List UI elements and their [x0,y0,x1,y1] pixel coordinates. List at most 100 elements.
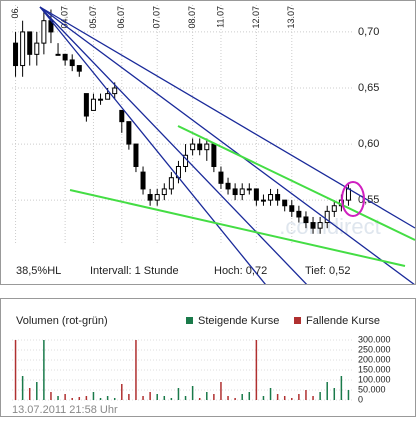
trend-lines [39,6,416,284]
volume-title: Volumen (rot-grün) [16,315,108,327]
candle-body [289,205,295,212]
x-tick-label: 04.07 [60,6,70,29]
y-tick-label: 0,70 [358,26,379,38]
volume-bar [283,396,286,400]
volume-bar [269,388,272,400]
watermark: .comdirect [279,214,380,239]
legend-swatch [186,317,193,324]
volume-bar [170,398,173,400]
trend-line [39,6,416,229]
volume-bar [85,396,88,400]
volume-bar [213,394,215,400]
candle-body [90,98,96,111]
trend-line [39,6,308,284]
candle-body [324,210,330,224]
candle-body [239,188,245,196]
legend-label: Fallende Kurse [306,315,380,327]
volume-bar [64,394,66,400]
price-plot: 0,700,650,600,5506.04.0705.0706.0707.070… [10,5,379,245]
candle-body [310,222,316,229]
candle-body [34,42,40,55]
candle-body [218,171,224,184]
volume-bar [305,390,307,400]
candle-body [13,42,19,67]
candle-body [303,216,309,224]
candle-body [268,194,274,201]
annotation: 38,5%HL [16,265,61,277]
candle-body [275,194,281,201]
volume-bar [57,396,59,400]
candle-body [119,109,125,123]
candle-body [211,143,217,167]
candle-body [69,59,75,67]
volume-bar [14,340,17,400]
candle-body [105,93,111,100]
y-tick-label: 0,60 [358,138,379,150]
volume-bar [142,396,144,400]
legend-swatch [294,317,301,324]
candle-body [98,98,104,101]
volume-bar [333,388,336,400]
volume-bar [106,396,109,400]
volume-bar [184,396,187,400]
volume-bar [21,376,24,400]
candle-body [154,194,160,201]
volume-bar [248,392,251,400]
volume-panel [0,298,416,417]
volume-bar [241,394,243,400]
candle-body [76,65,82,72]
x-tick-label: 11.07 [215,6,225,28]
volume-bar [113,398,116,400]
y-tick-label: 50.000 [358,384,386,394]
candle-body [147,194,153,201]
candle-body [345,188,351,201]
volume-bar [92,392,95,400]
y-tick-label: 0,65 [358,82,379,94]
volume-bar [255,340,258,400]
volume-bar [262,396,265,400]
y-tick-label: 200.000 [358,354,391,364]
volume-bar [227,396,229,400]
candle-body [204,143,210,151]
candle-body [27,31,33,55]
candle-body [282,199,288,207]
x-tick-label: 06. [10,6,20,19]
volume-bar [220,382,222,400]
volume-bar [191,386,194,400]
annotation: Intervall: 1 Stunde [90,265,179,277]
volume-bar [326,382,328,400]
volume-plot: 300.000250.000200.000150.000100.00050.00… [12,334,391,404]
volume-bar [99,398,102,400]
x-tick-label: 07.07 [152,6,162,29]
candle-body [190,143,196,151]
candle-body [140,171,146,190]
candle-body [331,205,337,212]
footer: 13.07.2011 21:58 Uhr [12,404,118,416]
candle-body [112,87,118,95]
volume-bar [135,340,137,400]
volume-bar [149,392,151,400]
highlight-circle [341,181,365,217]
x-tick-label: 13.07 [286,6,296,29]
volume-bar [156,394,158,400]
volume-bar [36,382,38,400]
x-tick-label: 12.07 [251,6,261,29]
candle-body [317,222,323,229]
candle-body [253,188,259,201]
annotation: Tief: 0,52 [305,265,350,277]
y-tick-label: 150.000 [358,364,391,374]
candle-body [168,177,174,190]
y-tick-label: 300.000 [358,334,391,344]
candle-body [126,121,132,145]
volume-bar [319,392,321,400]
candle-body [62,53,68,61]
volume-bar [291,398,293,400]
x-tick-label: 08.07 [187,6,197,29]
volume-bar [340,376,343,400]
volume-bar [43,340,45,400]
candle-body [55,53,61,56]
volume-bar [71,398,73,400]
y-tick-label: 100.000 [358,374,391,384]
candle-body [133,143,139,167]
trend-line [39,6,415,284]
